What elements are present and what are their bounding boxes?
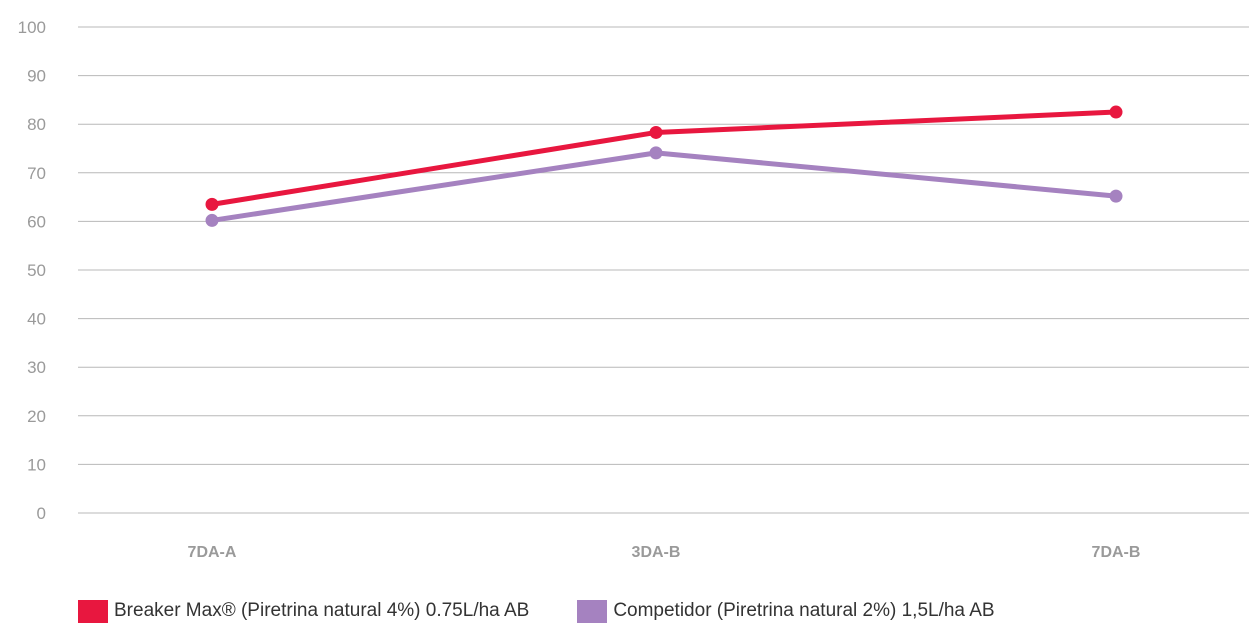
gridlines — [78, 26, 1249, 514]
y-tick-label: 0 — [37, 504, 46, 523]
y-tick-label: 20 — [27, 407, 46, 426]
legend-swatch — [78, 599, 108, 623]
data-point[interactable] — [205, 197, 219, 211]
series-2 — [205, 146, 1123, 227]
series-layer — [205, 105, 1123, 227]
x-axis-ticks: 7DA-A 3DA-B 7DA-B — [188, 544, 1141, 561]
legend-item-series-1[interactable]: Breaker Max® (Piretrina natural 4%) 0.75… — [78, 599, 530, 623]
x-tick-label: 7DA-A — [188, 544, 237, 561]
legend-item-series-2[interactable]: Competidor (Piretrina natural 2%) 1,5L/h… — [577, 599, 995, 623]
y-tick-label: 30 — [27, 358, 46, 377]
legend-label: Breaker Max® (Piretrina natural 4%) 0.75… — [114, 600, 530, 621]
y-tick-label: 100 — [18, 18, 46, 37]
legend-swatch — [577, 599, 608, 623]
data-point[interactable] — [1109, 189, 1123, 203]
y-tick-label: 90 — [27, 67, 46, 86]
y-tick-label: 50 — [27, 261, 46, 280]
series-line — [209, 150, 1119, 223]
y-tick-label: 40 — [27, 310, 46, 329]
data-point[interactable] — [205, 213, 219, 227]
x-tick-label: 3DA-B — [632, 544, 681, 561]
y-axis-ticks: 0 10 20 30 40 50 60 70 80 90 100 — [18, 18, 46, 523]
series-1 — [205, 105, 1123, 211]
data-point[interactable] — [649, 146, 663, 160]
series-line — [209, 109, 1119, 207]
y-tick-label: 80 — [27, 115, 46, 134]
data-point[interactable] — [1109, 105, 1123, 119]
legend: Breaker Max® (Piretrina natural 4%) 0.75… — [78, 596, 1043, 626]
y-tick-label: 60 — [27, 212, 46, 231]
y-tick-label: 10 — [27, 455, 46, 474]
x-tick-label: 7DA-B — [1092, 544, 1141, 561]
legend-label: Competidor (Piretrina natural 2%) 1,5L/h… — [613, 600, 995, 621]
line-chart: 0 10 20 30 40 50 60 70 80 90 100 7DA-A 3DA-B 7DA-B — [18, 18, 1249, 561]
y-tick-label: 70 — [27, 164, 46, 183]
data-point[interactable] — [649, 125, 663, 139]
